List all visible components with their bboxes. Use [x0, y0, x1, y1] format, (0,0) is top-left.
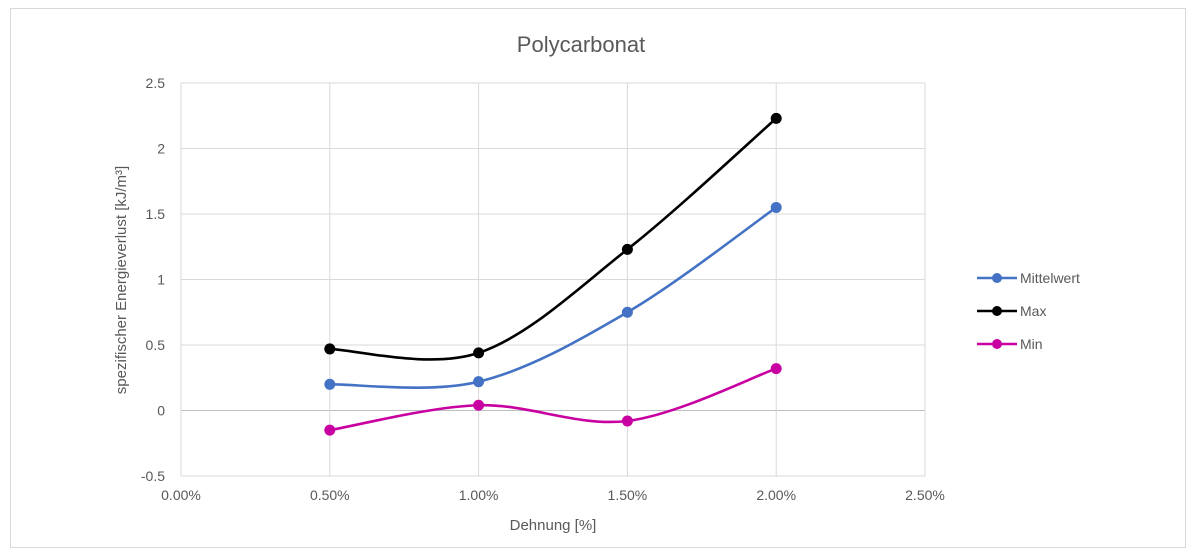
legend-label-min: Min: [1020, 336, 1043, 352]
legend-marker-max: [992, 306, 1002, 316]
data-point-max: [324, 343, 336, 355]
data-point-min: [473, 399, 485, 411]
y-tick-label: 2: [157, 141, 165, 157]
legend: Mittelwert Max Min: [977, 270, 1080, 352]
legend-label-mittelwert: Mittelwert: [1020, 270, 1080, 286]
data-point-mittelwert: [621, 306, 633, 318]
data-point-mittelwert: [324, 378, 336, 390]
tick-labels: 2.5 2 1.5 1 0.5 0 -0.5 0.00% 0.50% 1.00% 1.50% 2.00…: [141, 75, 945, 503]
data-point-max: [621, 243, 633, 255]
chart-title: Polycarbonat: [517, 32, 645, 57]
x-tick-label: 0.00%: [161, 487, 201, 503]
data-point-mittelwert: [770, 201, 782, 213]
legend-marker-min: [992, 339, 1002, 349]
series-layer: [324, 112, 782, 436]
x-axis-title: Dehnung [%]: [510, 517, 597, 534]
series-line-mittelwert: [328, 206, 778, 389]
series-line-max: [328, 117, 778, 361]
y-axis-title: spezifischer Energieverlust [kJ/m³]: [113, 166, 130, 394]
data-point-max: [473, 347, 485, 359]
data-point-max: [770, 112, 782, 124]
y-tick-label: 2.5: [146, 75, 166, 91]
y-tick-label: 0.5: [146, 337, 166, 353]
y-tick-label: 1: [157, 272, 165, 288]
grid-layer: [180, 82, 926, 477]
y-tick-label: 1.5: [146, 206, 166, 222]
data-point-min: [621, 415, 633, 427]
y-tick-label: -0.5: [141, 468, 165, 484]
x-tick-label: 2.00%: [756, 487, 796, 503]
data-point-mittelwert: [473, 376, 485, 388]
data-point-min: [770, 363, 782, 375]
x-tick-label: 1.00%: [459, 487, 499, 503]
x-tick-label: 1.50%: [608, 487, 648, 503]
x-tick-label: 2.50%: [905, 487, 945, 503]
x-tick-label: 0.50%: [310, 487, 350, 503]
y-tick-label: 0: [157, 403, 165, 419]
series-line-min: [328, 367, 778, 432]
data-point-min: [324, 424, 336, 436]
legend-label-max: Max: [1020, 303, 1046, 319]
legend-marker-mittelwert: [992, 273, 1002, 283]
